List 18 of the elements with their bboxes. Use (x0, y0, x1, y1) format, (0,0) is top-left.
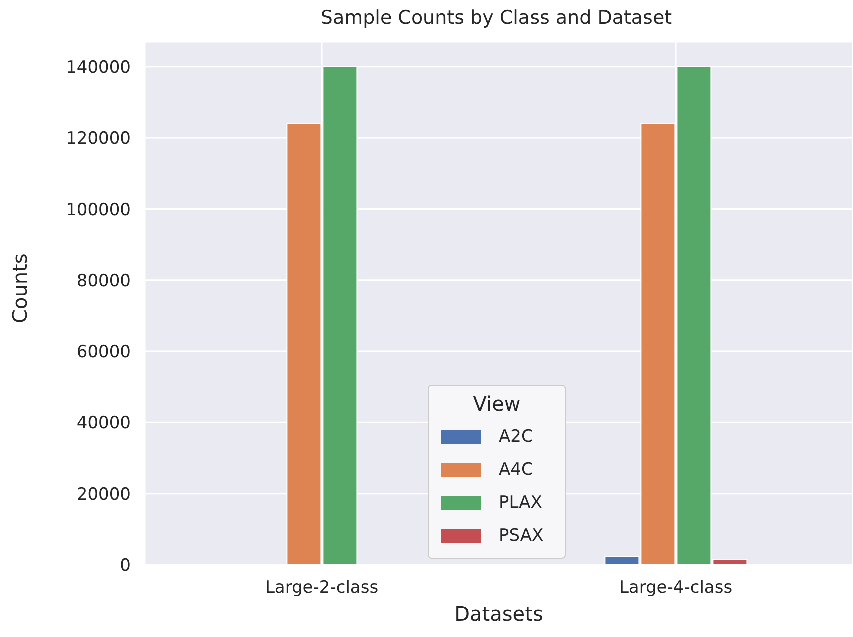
x-tick-label: Large-4-class (619, 578, 733, 598)
y-tick-label: 40000 (76, 414, 131, 434)
legend-title: View (472, 392, 522, 416)
legend-label: PSAX (499, 526, 544, 546)
x-axis-title: Datasets (454, 602, 544, 626)
y-axis-title: Counts (8, 254, 32, 324)
legend-label: PLAX (499, 492, 542, 512)
y-tick-label: 20000 (76, 484, 131, 505)
y-tick-label: 100000 (66, 200, 131, 220)
y-tick-label: 120000 (66, 129, 131, 150)
legend-label: A2C (499, 426, 534, 446)
y-tick-label: 0 (120, 556, 131, 576)
x-tick-label: Large-2-class (265, 578, 379, 598)
chart-title: Sample Counts by Class and Dataset (320, 7, 672, 29)
legend-label: A4C (499, 460, 534, 480)
y-tick-label: 80000 (76, 271, 131, 292)
y-tick-label: 140000 (66, 58, 131, 78)
y-tick-label: 60000 (76, 342, 131, 363)
